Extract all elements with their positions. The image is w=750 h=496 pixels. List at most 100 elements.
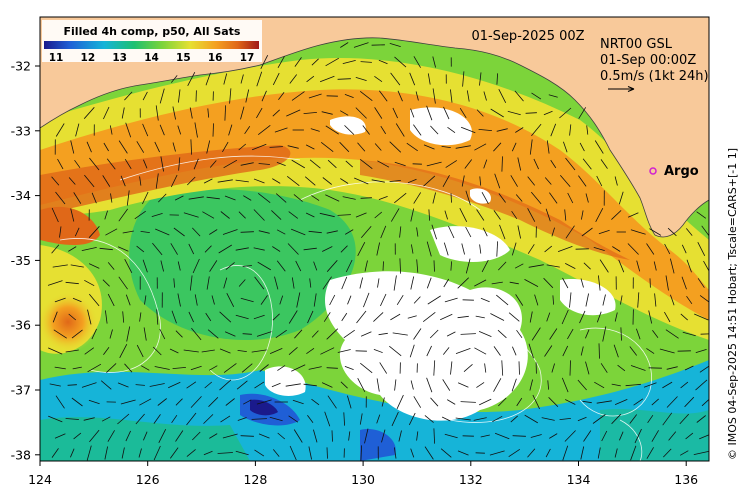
current-vector [382,261,384,271]
current-vector [217,179,233,183]
current-vector [636,328,641,340]
current-vector [119,344,128,358]
current-vector [550,159,557,169]
current-vector [303,383,317,387]
current-vector [549,433,558,439]
current-vector [499,224,506,240]
current-vector [99,247,113,251]
current-vector [357,378,366,392]
current-vector [424,446,434,460]
current-vector [602,294,606,306]
current-vector [426,241,432,257]
current-vector [105,228,118,236]
current-vector [177,125,182,135]
current-vector [172,106,176,120]
current-vector [581,210,584,220]
current-vector [156,309,159,325]
current-vector [389,180,401,182]
current-vector [121,107,125,119]
current-vector [124,158,132,170]
current-vector [447,126,456,134]
current-vector [496,128,508,132]
current-vector [381,397,385,407]
colorbar-title: Filled 4h comp, p50, All Sats [64,25,241,38]
current-vector [223,73,228,85]
current-vector [240,435,254,437]
current-vector [155,173,159,189]
current-vector [253,178,265,184]
current-vector [662,381,673,389]
current-vector [410,448,415,458]
current-vector [192,258,200,274]
current-vector [251,349,267,353]
current-vector [83,417,95,421]
current-vector [355,77,367,81]
current-vector [629,346,638,356]
current-vector [190,396,202,408]
current-vector [490,313,505,321]
current-vector [173,278,175,288]
current-vector [177,293,181,307]
current-vector [154,141,160,153]
current-vector [441,416,451,422]
current-vector [614,399,628,405]
current-vector [54,366,66,370]
current-vector [544,345,553,357]
current-vector [618,259,625,273]
current-vector [322,276,332,290]
current-vector [157,398,167,406]
current-vector [258,230,270,234]
current-vector [596,311,602,323]
current-vector [117,246,129,252]
current-vector [398,430,402,442]
current-vector [701,398,709,407]
current-vector [646,348,655,354]
current-vector [238,279,246,287]
current-vector [546,264,560,268]
current-vector [373,349,383,353]
current-vector [75,123,80,137]
current-vector [172,367,186,369]
current-vector [360,362,373,374]
current-vector [308,230,322,234]
current-vector [666,366,678,370]
current-vector [277,365,286,371]
current-vector [512,435,526,437]
current-vector [544,245,553,253]
current-vector [686,295,693,305]
current-vector [551,363,555,373]
current-vector [557,246,573,252]
current-vector [91,192,97,204]
current-vector [310,128,320,132]
current-vector [681,276,687,290]
current-vector [347,395,352,409]
current-vector [580,446,585,460]
current-vector [480,297,490,303]
current-vector [509,281,519,285]
current-vector [219,348,231,354]
current-vector [440,448,452,458]
current-vector [256,399,272,405]
current-vector [579,142,585,152]
current-vector [492,415,503,423]
current-vector [320,141,334,153]
current-vector [342,196,356,200]
current-vector [665,329,679,339]
current-vector [245,89,250,103]
current-vector [479,398,492,406]
current-vector [614,312,618,322]
current-vector [70,140,75,154]
current-vector [84,174,95,188]
current-vector [107,430,115,442]
current-vector [311,58,319,66]
current-vector [464,159,473,169]
current-vector [446,399,456,405]
current-vector [288,415,299,423]
current-vector [224,195,236,201]
current-vector [569,292,572,308]
current-vector [223,363,237,373]
current-vector [490,108,504,118]
current-vector [152,346,162,356]
current-vector [57,158,64,170]
current-vector [491,281,503,285]
